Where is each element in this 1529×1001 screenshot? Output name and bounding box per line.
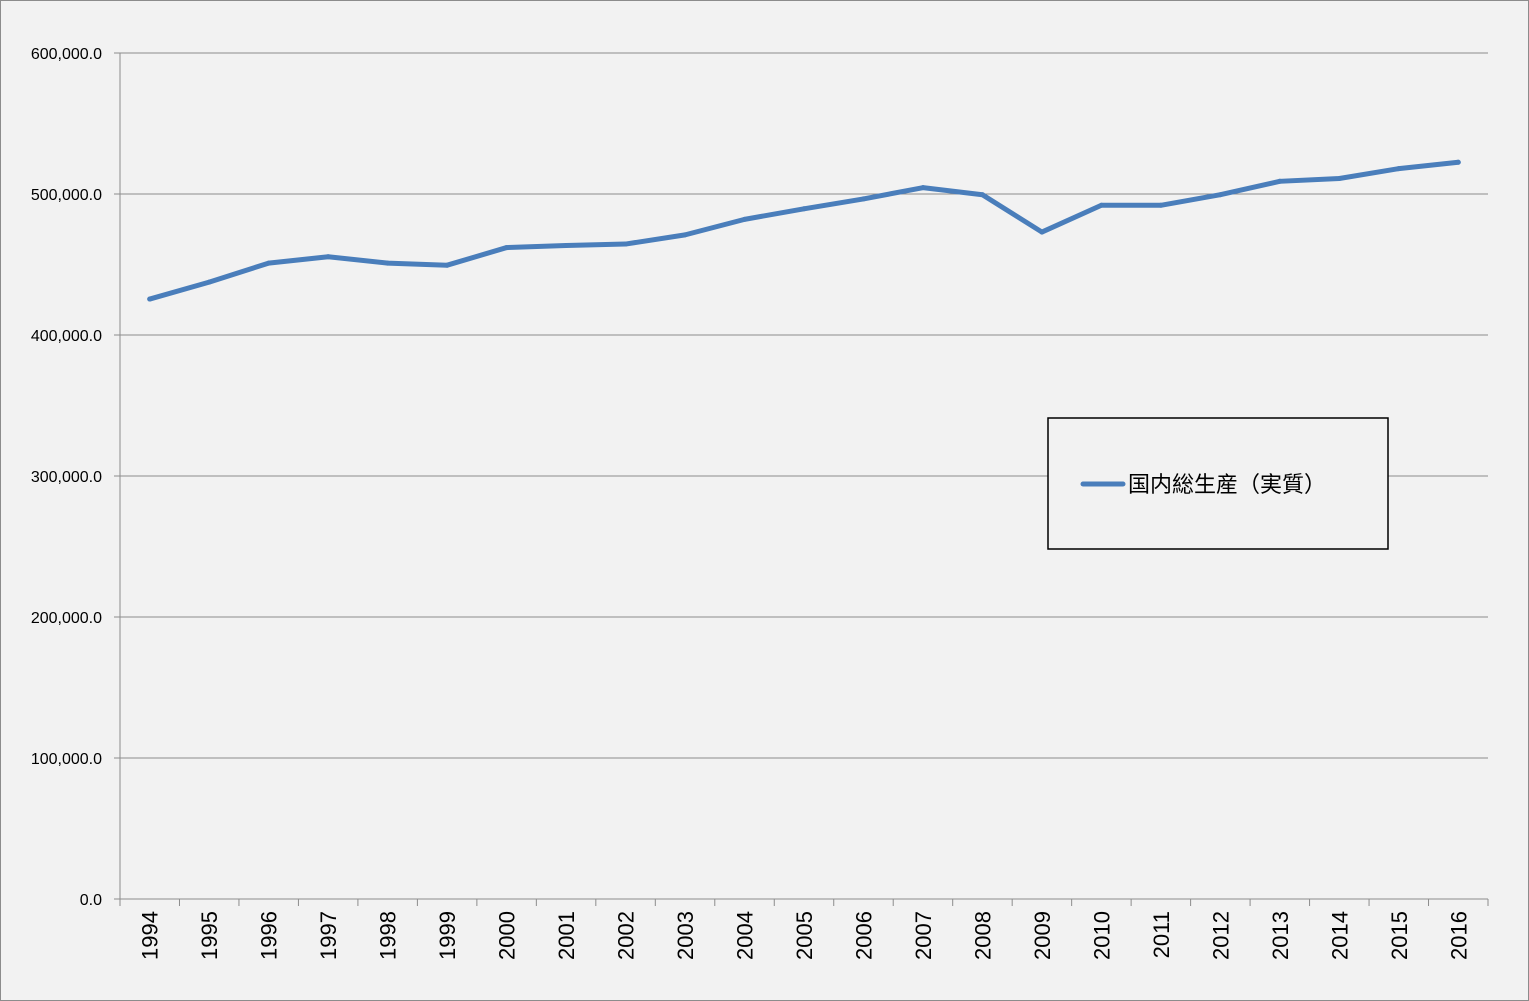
y-tick-label: 300,000.0 [31,469,102,486]
axes [119,53,1488,900]
data-point [1336,175,1342,181]
data-point [563,242,569,248]
data-point [860,196,866,202]
data-point [266,260,272,266]
x-tick-label: 2009 [1030,911,1055,960]
y-tick-labels: 0.0 100,000.0 200,000.0 300,000.0 400,000.0 5… [31,46,102,909]
data-point [385,260,391,266]
data-point [1396,166,1402,172]
x-tick-label: 2004 [733,911,758,960]
x-tick-label: 2002 [614,911,639,960]
x-tick-label: 1997 [316,911,341,960]
x-tick-label: 2007 [911,911,936,960]
x-tick-label: 2006 [851,911,876,960]
x-tick-label: 2000 [495,911,520,960]
y-tick-label: 500,000.0 [31,187,102,204]
data-point [682,232,688,238]
legend: 国内総生産（実質） [1047,417,1389,550]
data-point [920,185,926,191]
data-point [1098,202,1104,208]
data-point [1039,229,1045,235]
x-tick-label: 2013 [1268,911,1293,960]
x-tick-label: 1995 [197,911,222,960]
x-tick-label: 2015 [1387,911,1412,960]
x-tick-label: 2014 [1327,911,1352,960]
x-tick-label: 2011 [1149,911,1174,958]
data-point [504,245,510,251]
x-tick-label: 1996 [257,911,282,960]
x-tick-label: 2003 [673,911,698,960]
x-tick-label: 1994 [138,911,163,960]
data-point [1158,202,1164,208]
data-point [325,254,331,260]
y-tick-label: 400,000.0 [31,328,102,345]
legend-series-label: 国内総生産（実質） [1128,473,1326,498]
series-lines [147,159,1461,302]
x-tick-label: 2016 [1446,911,1471,960]
data-point [623,241,629,247]
y-tick-label: 200,000.0 [31,610,102,627]
x-tick-labels: 1994 1995 1996 1997 1998 1999 2000 2001 2002 2003… [138,911,1472,960]
data-point [1455,159,1461,165]
data-point [1277,178,1283,184]
x-tick-label: 2001 [554,911,579,960]
data-point [742,216,748,222]
data-point [801,206,807,212]
data-point [147,296,153,302]
x-tick-label: 1998 [376,911,401,960]
y-tick-label: 0.0 [80,892,102,909]
x-tick-label: 2012 [1208,911,1233,960]
data-point [444,262,450,268]
x-tick-label: 2008 [970,911,995,960]
gridlines [114,52,1489,906]
data-point [1217,192,1223,198]
x-tick-label: 1999 [435,911,460,960]
x-tick-label: 2005 [792,911,817,960]
y-tick-label: 600,000.0 [31,46,102,63]
data-point [206,279,212,285]
y-tick-label: 100,000.0 [31,751,102,768]
series-line-0 [147,159,1461,302]
data-point [979,192,985,198]
x-tick-label: 2010 [1089,911,1114,960]
